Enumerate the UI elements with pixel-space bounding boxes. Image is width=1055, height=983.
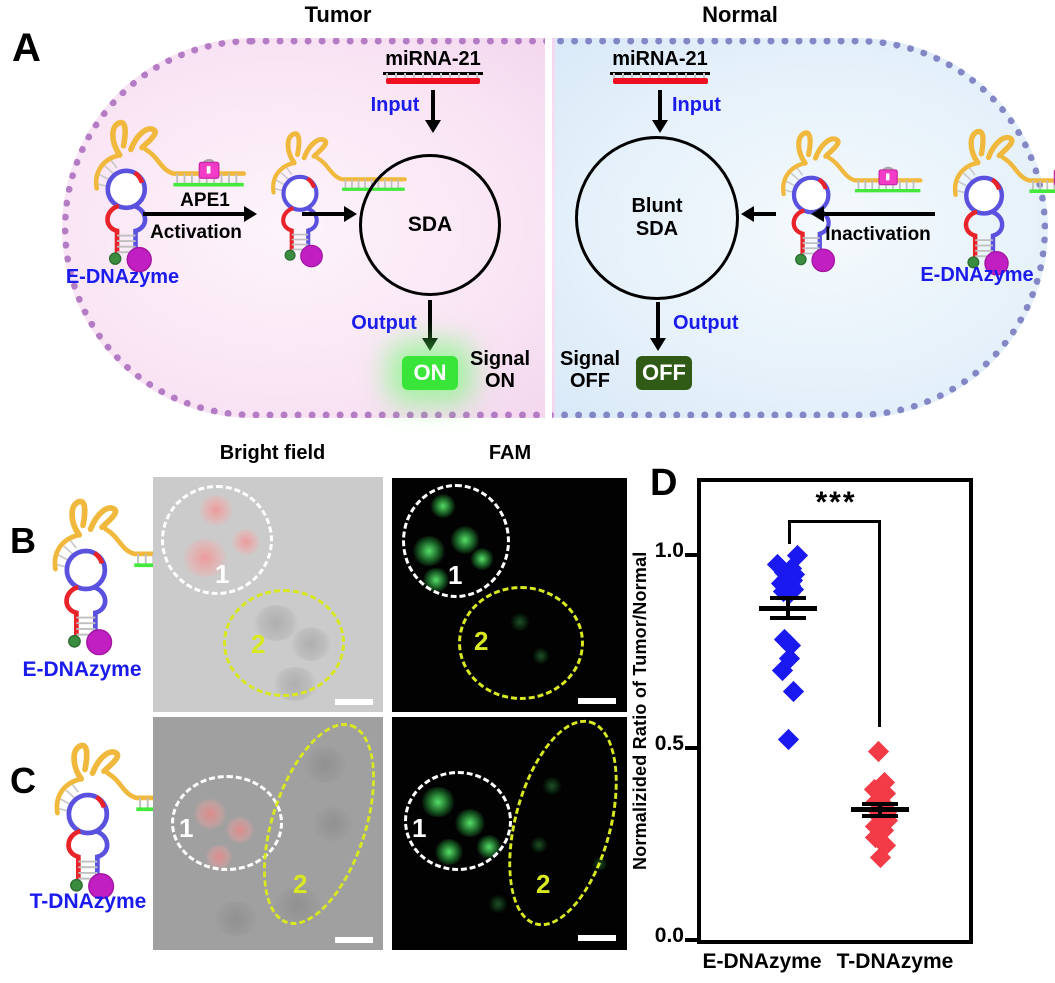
xcat-t-dnazyme: T-DNAzyme (836, 950, 954, 973)
error-bar-bottom-cap (862, 814, 898, 819)
to-sda-arrow (302, 212, 346, 216)
panel-b-fam-image: 1 2 (392, 478, 627, 712)
sig-bracket-top (788, 520, 881, 523)
input-label-right: Input (672, 94, 721, 116)
region-2-number: 2 (251, 629, 266, 659)
input-arrow-left (431, 90, 435, 122)
fam-header: FAM (488, 442, 532, 464)
region-2-outline (458, 586, 584, 700)
region-2-number: 2 (536, 869, 551, 899)
tumor-membrane-border (62, 38, 555, 418)
mirna21-strand-right (613, 78, 708, 84)
capsule-divider (545, 38, 552, 418)
error-bar-bottom-cap (770, 616, 806, 621)
xcat-e-dnazyme: E-DNAzyme (702, 950, 822, 973)
error-bar-top-cap (862, 801, 898, 806)
region-1-number: 1 (179, 813, 194, 843)
sda-label: SDA (407, 213, 453, 236)
to-blunt-sda-arrow (752, 212, 776, 216)
ape1-label: APE1 (180, 190, 230, 211)
panel-c-fam-image: 1 2 (392, 717, 627, 950)
ytick-05: 0.5 (654, 731, 684, 755)
scale-bar (578, 698, 616, 704)
panel-a-letter: A (12, 26, 41, 70)
mean-line (759, 605, 817, 611)
data-point-t-dnazyme (867, 740, 889, 762)
error-bar-top-cap (770, 596, 806, 601)
activation-label: Activation (150, 222, 242, 243)
scale-bar (335, 699, 373, 705)
scatter-plot-area: *** (685, 478, 973, 944)
signal-on-box: ON (402, 356, 458, 390)
signal-off-text: Signal OFF (559, 348, 620, 392)
sig-bracket-left (788, 520, 791, 544)
mirna21-comb-left (386, 73, 480, 78)
e-dnazyme-label-right: E-DNAzyme (920, 264, 1034, 286)
region-1-outline (404, 771, 512, 871)
y-tick-mark (685, 938, 697, 942)
bright-field-header: Bright field (219, 442, 326, 464)
output-label-left: Output (351, 312, 417, 334)
region-1-outline (402, 484, 510, 598)
sda-circle: SDA (359, 154, 501, 296)
inactivation-arrow (822, 212, 935, 216)
output-arrow-right (656, 302, 660, 340)
data-point-e-dnazyme (782, 681, 804, 703)
normal-title: Normal (702, 2, 778, 27)
output-label-right: Output (673, 312, 739, 334)
data-point-e-dnazyme (777, 729, 799, 751)
significance-stars: *** (815, 486, 857, 519)
input-label-left: Input (370, 94, 420, 116)
y-tick-mark (685, 553, 697, 557)
region-2-number: 2 (474, 626, 489, 656)
scale-bar (578, 935, 616, 941)
panel-d-letter: D (650, 462, 678, 504)
mirna21-comb-right (613, 73, 708, 78)
mean-line (851, 807, 909, 813)
region-2-number: 2 (293, 869, 308, 899)
panel-c-probe-label: T-DNAzyme (29, 890, 147, 913)
blunt-label-2: SDA (635, 218, 679, 240)
signal-off-box: OFF (636, 356, 692, 390)
ytick-10: 1.0 (654, 539, 684, 562)
region-1-outline (171, 775, 283, 871)
panel-b-brightfield-image: 1 2 (153, 477, 383, 712)
mirna21-label-left: miRNA-21 (383, 48, 483, 75)
inactivation-label: Inactivation (825, 224, 931, 245)
blunt-label-1: Blunt (631, 195, 683, 217)
panel-c-letter: C (10, 760, 36, 801)
ytick-0: 0.0 (654, 924, 684, 947)
signal-on-text: Signal ON (469, 348, 530, 392)
mirna21-strand-left (386, 78, 480, 84)
region-1-number: 1 (215, 559, 230, 589)
panel-b-letter: B (10, 520, 36, 561)
e-dnazyme-locked-structure-icon-right (928, 126, 1055, 284)
tumor-title: Tumor (304, 2, 372, 27)
sig-bracket-right (878, 520, 881, 727)
e-dnazyme-inactivated-structure-icon (757, 128, 929, 280)
region-2-outline (223, 589, 345, 697)
normal-membrane-border (555, 38, 1048, 418)
mirna21-label-right: miRNA-21 (610, 48, 710, 75)
region-1-number: 1 (448, 560, 463, 590)
y-tick-mark (685, 745, 697, 750)
blunt-sda-circle: Blunt SDA (575, 136, 739, 300)
panel-b-probe-label: E-DNAzyme (22, 658, 142, 681)
scale-bar (335, 937, 373, 943)
region-1-outline (161, 485, 273, 595)
output-arrow-left (428, 300, 432, 340)
region-1-number: 1 (412, 813, 427, 843)
activation-arrow (143, 212, 246, 216)
panel-c-brightfield-image: 1 2 (153, 717, 383, 950)
e-dnazyme-label-left: E-DNAzyme (65, 266, 180, 288)
input-arrow-right (658, 90, 662, 122)
